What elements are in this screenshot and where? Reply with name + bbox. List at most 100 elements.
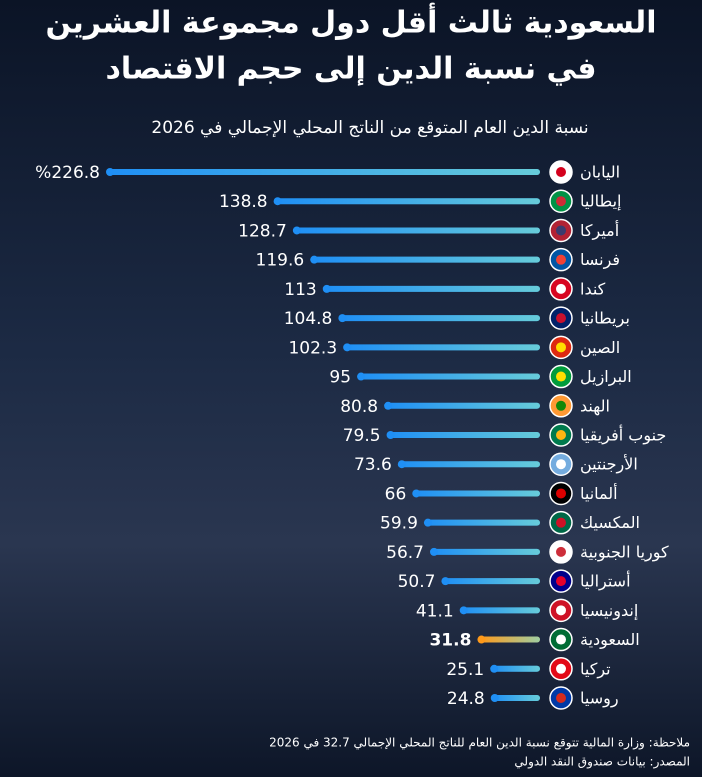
flag-detail [556, 196, 566, 207]
category-label: اليابان [580, 163, 620, 182]
category-label: كندا [580, 279, 606, 298]
category-label: الصين [580, 338, 620, 358]
bar-sheen [432, 548, 540, 555]
bar-sheen [425, 519, 540, 526]
bar-sheen [443, 578, 540, 585]
bar-sheen [108, 169, 540, 175]
value-label: 59.9 [380, 514, 418, 534]
bar-end-dot [459, 606, 468, 615]
bar-sheen [414, 490, 540, 497]
category-label: السعودية [580, 630, 640, 650]
category-label: كوريا الجنوبية [580, 542, 669, 562]
bar-sheen [359, 373, 540, 380]
bar-end-dot [441, 577, 450, 586]
flag-detail [556, 605, 566, 616]
value-label: 73.6 [354, 455, 392, 475]
flag-detail [556, 313, 566, 324]
flag-detail [556, 517, 566, 528]
bar-end-dot [384, 401, 393, 410]
note: ملاحظة: وزارة المالية تتوقع نسبة الدين ا… [269, 736, 690, 751]
category-label: فرنسا [580, 250, 620, 270]
chart-subtitle: نسبة الدين العام المتوقع من الناتج المحل… [151, 118, 588, 138]
bar-sheen [340, 315, 540, 322]
bar-end-dot [343, 343, 352, 352]
bar-sheen [324, 285, 540, 292]
category-label: المكسيك [580, 513, 640, 532]
flag-detail [556, 430, 566, 440]
bar-sheen [388, 432, 540, 438]
value-label: 113 [284, 280, 316, 300]
bar-end-dot [338, 314, 347, 323]
bar-end-dot [490, 694, 499, 702]
bar-end-dot [430, 547, 438, 556]
bar-end-dot [412, 489, 421, 498]
bar-end-dot [273, 197, 282, 206]
bar-end-dot [386, 431, 395, 439]
bar-end-dot [292, 226, 301, 235]
category-label: تركيا [580, 659, 611, 679]
bar-end-dot [490, 664, 499, 673]
flag-detail [556, 225, 566, 236]
bar-sheen [492, 665, 540, 672]
source: المصدر: بيانات صندوق النقد الدولي [514, 755, 690, 770]
value-label: 128.7 [238, 221, 287, 241]
bar-sheen [492, 695, 540, 701]
bar-end-dot [423, 518, 432, 527]
bar-sheen [399, 461, 540, 468]
category-label: أميركا [580, 220, 619, 241]
value-label: 31.8 [429, 631, 471, 651]
category-label: بريطانيا [580, 309, 630, 329]
category-label: إندونيسيا [580, 601, 638, 621]
value-label: 95 [329, 368, 351, 388]
bar-end-dot [106, 168, 114, 176]
flag-detail [556, 283, 566, 294]
value-label: 50.7 [398, 572, 436, 592]
value-label: 119.6 [256, 251, 305, 271]
flag-detail [556, 546, 566, 557]
category-label: الهند [580, 396, 610, 416]
value-label: 104.8 [284, 309, 333, 329]
flag-detail [556, 634, 566, 645]
flag-detail [556, 371, 566, 382]
value-label: 56.7 [386, 543, 424, 563]
value-label: 102.3 [288, 338, 337, 358]
flag-detail [556, 459, 566, 470]
category-label: إيطاليا [580, 192, 621, 211]
category-label: أستراليا [580, 571, 631, 592]
bar-end-dot [397, 460, 406, 469]
flag-detail [556, 254, 566, 265]
bar-sheen [479, 636, 540, 643]
flag-detail [556, 167, 566, 177]
category-label: جنوب أفريقيا [580, 425, 666, 446]
category-label: ألمانيا [580, 483, 618, 503]
bar-sheen [294, 227, 540, 234]
bar-sheen [275, 198, 540, 205]
value-label: 41.1 [416, 601, 454, 621]
flag-detail [556, 400, 566, 411]
value-label: %226.8 [35, 163, 100, 183]
chart-title: السعودية ثالث أقل دول مجموعة العشرين [46, 3, 657, 41]
bar-end-dot [477, 635, 486, 644]
bar-end-dot [310, 255, 319, 264]
value-label: 138.8 [219, 192, 268, 212]
flag-detail [556, 488, 566, 499]
bar-sheen [386, 402, 540, 409]
flag-detail [556, 663, 566, 674]
value-label: 24.8 [447, 689, 485, 709]
bar-sheen [345, 344, 540, 351]
value-label: 66 [385, 484, 407, 504]
bar-sheen [461, 607, 540, 614]
category-label: الأرجنتين [580, 454, 638, 475]
bar-end-dot [322, 284, 331, 293]
value-label: 79.5 [343, 426, 381, 446]
bar-end-dot [357, 372, 366, 381]
value-label: 80.8 [340, 397, 378, 417]
flag-detail [556, 693, 566, 703]
category-label: روسيا [580, 689, 619, 709]
value-label: 25.1 [446, 660, 484, 680]
flag-detail [556, 342, 566, 353]
